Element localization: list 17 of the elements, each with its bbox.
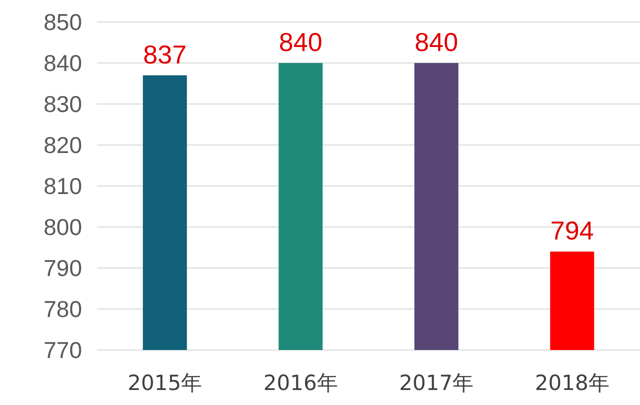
y-tick-label: 810 xyxy=(44,173,82,199)
y-tick-label: 790 xyxy=(44,255,82,281)
y-tick-label: 820 xyxy=(44,132,82,158)
data-label: 840 xyxy=(414,27,458,57)
y-tick-label: 780 xyxy=(44,296,82,322)
x-tick-label: 2015年 xyxy=(128,371,202,395)
data-label: 837 xyxy=(143,39,187,70)
y-tick-label: 850 xyxy=(44,9,82,35)
data-label: 794 xyxy=(550,216,594,246)
y-tick-label: 840 xyxy=(44,50,82,76)
y-tick-label: 830 xyxy=(44,91,82,117)
y-tick-label: 800 xyxy=(44,214,82,240)
x-tick-label: 2017年 xyxy=(399,371,474,395)
x-tick-label: 2016年 xyxy=(263,371,338,395)
y-tick-label: 770 xyxy=(44,337,82,363)
x-tick-label: 2018年 xyxy=(534,371,610,395)
data-label: 840 xyxy=(278,27,322,57)
